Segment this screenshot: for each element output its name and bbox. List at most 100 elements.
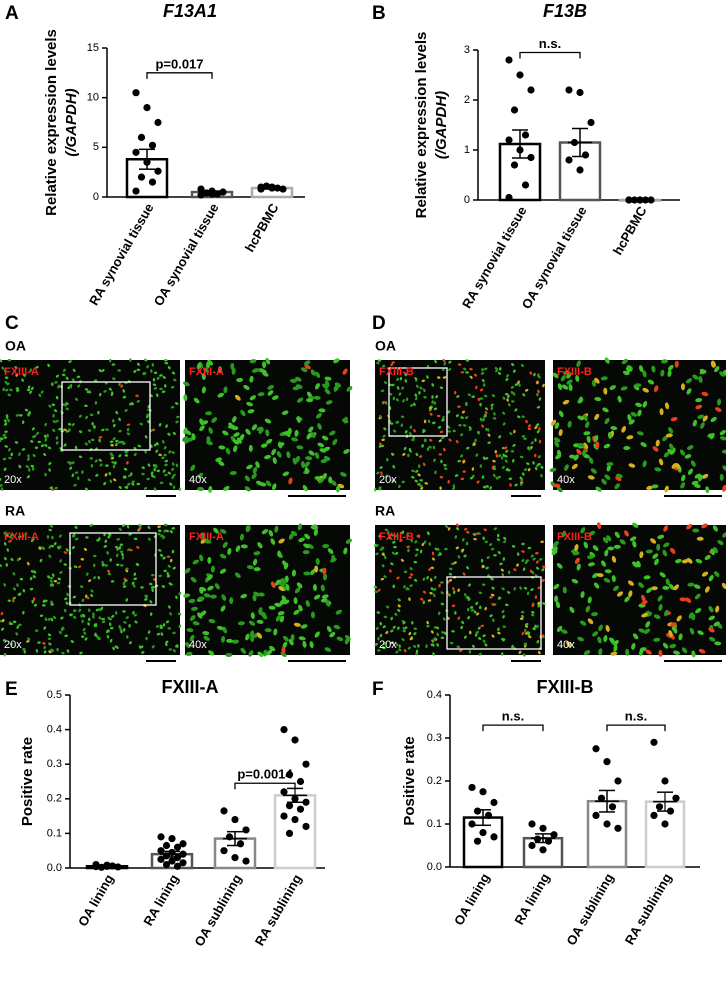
cell (571, 578, 579, 584)
cell (684, 454, 692, 459)
cell (252, 466, 258, 474)
x-tick-label: RA synovial tissue (459, 204, 530, 311)
cell (0, 627, 5, 631)
cell (442, 376, 447, 379)
cell (658, 604, 663, 611)
cell (624, 530, 629, 537)
cell (474, 633, 478, 637)
cell (658, 458, 664, 466)
cell (106, 629, 109, 634)
cell (604, 357, 610, 364)
cell (60, 616, 64, 620)
cell (383, 615, 388, 619)
cell (340, 472, 347, 477)
cell (199, 418, 204, 426)
chart-title: FXIII-A (162, 677, 219, 697)
cell (511, 644, 514, 649)
cell (74, 445, 78, 450)
cell (536, 392, 539, 397)
x-tick-label: RA sublining (252, 872, 305, 949)
cell (199, 554, 204, 562)
panel-label: D (372, 313, 386, 334)
cell (645, 611, 653, 617)
cell (178, 624, 181, 629)
cell (392, 625, 396, 629)
cell (482, 485, 487, 489)
cell (12, 598, 15, 603)
cell (161, 456, 165, 460)
data-point (527, 153, 535, 162)
cell (414, 377, 418, 381)
cell (126, 423, 131, 427)
cell (456, 645, 461, 649)
cell (664, 402, 670, 410)
cell (499, 562, 503, 566)
cell (93, 624, 98, 628)
cell (101, 560, 104, 565)
cell (663, 542, 670, 548)
cell (185, 651, 193, 656)
cell (502, 557, 506, 561)
cell (495, 476, 499, 480)
cell (262, 361, 267, 369)
cell (295, 376, 302, 382)
cell (276, 451, 282, 458)
cell (455, 527, 460, 531)
cell (61, 373, 66, 377)
cell (523, 586, 528, 590)
cell (315, 557, 320, 565)
cell (90, 589, 94, 593)
cell (504, 454, 508, 458)
cell (78, 455, 83, 458)
cell (560, 375, 566, 382)
cell (610, 426, 618, 431)
cell (384, 528, 389, 532)
cell (541, 634, 545, 638)
cell (532, 461, 535, 465)
cell (31, 427, 35, 431)
cell (38, 393, 42, 398)
cell (522, 393, 526, 397)
cell (251, 472, 257, 479)
cell (44, 422, 47, 427)
cell (642, 460, 647, 468)
cell (144, 358, 148, 362)
cell (521, 559, 525, 563)
cell (18, 623, 22, 627)
cell (400, 415, 405, 418)
cell (312, 584, 317, 592)
cell (414, 479, 418, 483)
cell (438, 583, 441, 588)
cell (76, 375, 81, 379)
cell (653, 385, 659, 393)
cell (277, 550, 282, 558)
cell (419, 479, 423, 482)
cell (33, 570, 37, 574)
cell (518, 650, 522, 654)
cell (322, 473, 327, 480)
cell (670, 547, 676, 554)
cell (217, 392, 224, 398)
cell (29, 368, 32, 372)
cell (88, 617, 91, 622)
cell (122, 476, 127, 479)
cell (189, 634, 195, 642)
cell (632, 633, 639, 640)
cell (14, 366, 18, 370)
cell (491, 465, 495, 470)
cell (225, 652, 233, 657)
cell (329, 631, 336, 638)
cell (233, 439, 240, 445)
cell (104, 564, 108, 567)
cell (97, 637, 102, 641)
cell (318, 408, 326, 413)
cell (176, 415, 180, 419)
cell (671, 462, 678, 469)
x-tick-label: OA synovial tissue (151, 201, 222, 309)
cell (0, 611, 4, 616)
cell (574, 544, 579, 551)
cell (0, 564, 2, 567)
cell (377, 359, 382, 362)
data-point (576, 88, 584, 97)
